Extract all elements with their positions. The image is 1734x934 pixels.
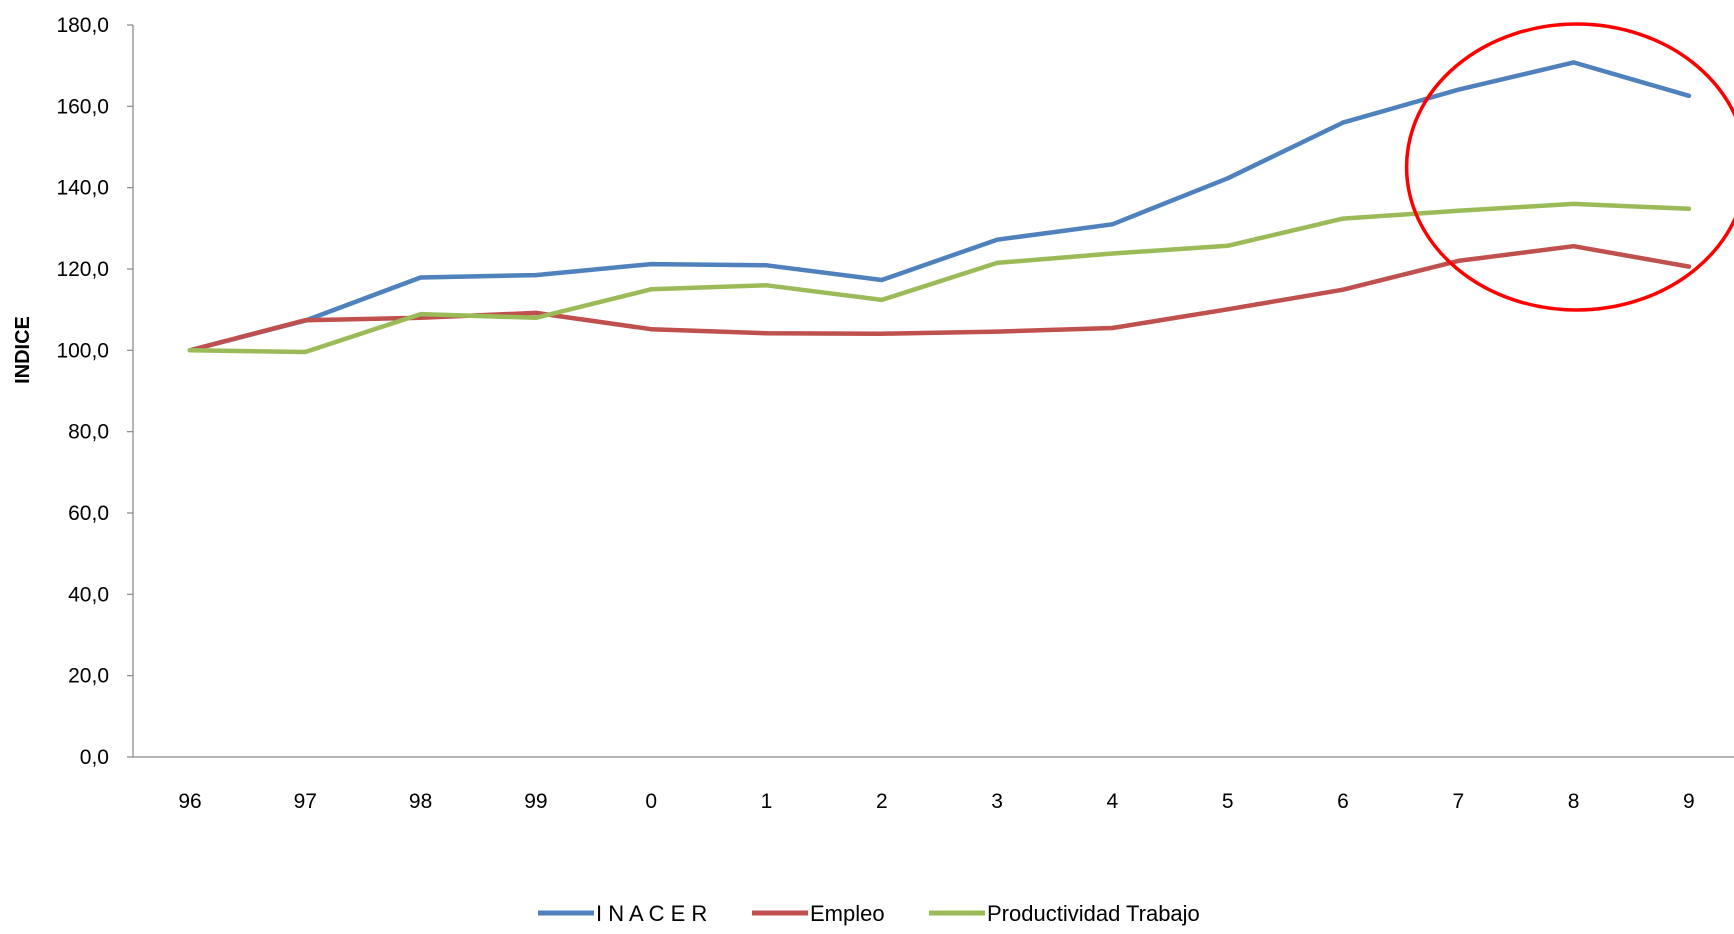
data-point	[187, 348, 193, 353]
data-point	[533, 315, 539, 320]
data-point	[1571, 60, 1576, 65]
data-point	[994, 260, 1000, 266]
x-tick-label: 3	[991, 790, 1003, 813]
x-tick-label: 0	[645, 790, 657, 813]
series-line-3	[187, 201, 1692, 355]
x-tick-label: 4	[1107, 790, 1119, 813]
data-point	[879, 297, 884, 303]
x-tick-label: 2	[876, 790, 888, 813]
y-tick-labels: 0,0 20,0 40,0 60,0 80,0 100,0 120,0 140,0 160,0 1…	[56, 14, 133, 769]
x-tick-label: 8	[1568, 790, 1580, 813]
legend: I N A C E R Empleo Productividad Trabajo	[538, 901, 1200, 926]
x-tick-label: 7	[1452, 790, 1464, 813]
x-tick-labels: 96 97 98 99 0 1 2 3 4 5 6 7 8 9	[178, 790, 1694, 813]
data-point	[649, 261, 654, 267]
data-point	[1456, 258, 1461, 264]
data-point	[1686, 206, 1692, 212]
x-tick-label: 1	[761, 790, 773, 813]
data-point	[1340, 216, 1346, 221]
y-tick-label: 140,0	[56, 177, 109, 200]
x-tick-label: 98	[409, 790, 432, 813]
data-point	[1110, 325, 1115, 331]
data-point	[1225, 176, 1230, 181]
data-point	[879, 331, 884, 336]
data-point	[418, 311, 423, 317]
x-tick-label: 97	[294, 790, 317, 813]
data-point	[1571, 201, 1576, 207]
y-tick-label: 120,0	[56, 258, 109, 281]
y-tick-label: 20,0	[68, 665, 109, 688]
data-point	[1110, 222, 1115, 227]
data-point	[649, 326, 654, 332]
data-point	[533, 310, 539, 316]
data-point	[1686, 264, 1692, 269]
data-point	[764, 283, 769, 288]
series-lines	[187, 60, 1692, 355]
y-axis-title: INDICE	[12, 316, 34, 384]
data-point	[1110, 251, 1115, 256]
legend-label: I N A C E R	[596, 901, 707, 926]
data-point	[1571, 244, 1576, 249]
data-point	[1225, 243, 1230, 249]
data-point	[1456, 87, 1461, 92]
legend-label: Empleo	[810, 901, 885, 926]
data-point	[1456, 208, 1461, 214]
y-tick-label: 80,0	[68, 421, 109, 444]
x-tick-label: 9	[1683, 790, 1695, 813]
legend-label: Productividad Trabajo	[987, 901, 1200, 926]
data-point	[879, 277, 884, 283]
y-tick-label: 160,0	[56, 95, 109, 118]
highlight-ellipse	[1404, 22, 1734, 312]
data-point	[1225, 307, 1230, 312]
x-tick-label: 5	[1222, 790, 1234, 813]
x-tick-label: 6	[1337, 790, 1349, 813]
data-point	[1686, 93, 1692, 98]
y-tick-label: 60,0	[68, 502, 109, 525]
data-point	[1340, 120, 1346, 125]
data-point	[649, 287, 654, 292]
data-point	[533, 272, 539, 278]
data-point	[764, 331, 769, 336]
data-point	[994, 329, 1000, 334]
axes-group	[132, 25, 1734, 758]
annotations	[1404, 22, 1734, 312]
data-point	[418, 275, 423, 280]
y-tick-label: 100,0	[56, 339, 109, 362]
y-tick-label: 0,0	[80, 746, 109, 769]
x-tick-label: 99	[524, 790, 547, 813]
data-point	[1340, 287, 1346, 292]
data-point	[303, 318, 308, 323]
series-line-1	[187, 60, 1692, 353]
y-tick-label: 40,0	[68, 583, 109, 606]
data-point	[994, 237, 1000, 242]
series-line-2	[187, 243, 1692, 353]
x-tick-label: 96	[178, 790, 201, 813]
y-tick-label: 180,0	[56, 14, 109, 37]
data-point	[764, 263, 769, 268]
data-point	[303, 349, 308, 355]
